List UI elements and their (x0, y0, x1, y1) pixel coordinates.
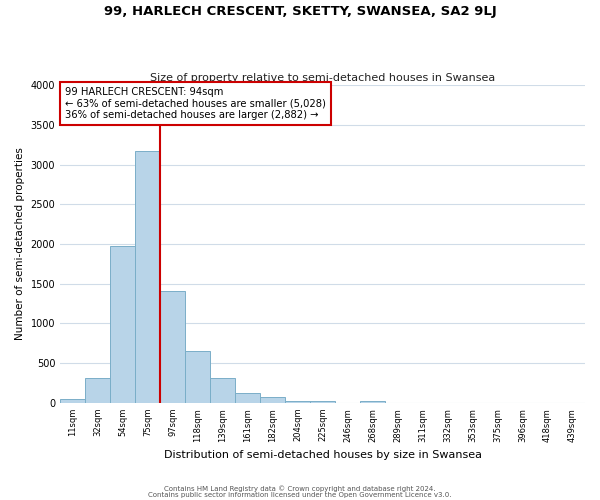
Bar (160, 291, 185, 403)
Bar (260, 398, 285, 403)
Bar (185, 352, 210, 403)
X-axis label: Distribution of semi-detached houses by size in Swansea: Distribution of semi-detached houses by … (164, 450, 482, 460)
Bar (310, 402, 335, 403)
Bar (135, 151, 160, 403)
Bar (360, 402, 385, 403)
Text: 99 HARLECH CRESCENT: 94sqm
← 63% of semi-detached houses are smaller (5,028)
36%: 99 HARLECH CRESCENT: 94sqm ← 63% of semi… (65, 87, 326, 120)
Bar (110, 246, 135, 403)
Bar (60, 399, 85, 403)
Bar (285, 402, 310, 403)
Y-axis label: Number of semi-detached properties: Number of semi-detached properties (15, 148, 25, 340)
Text: 99, HARLECH CRESCENT, SKETTY, SWANSEA, SA2 9LJ: 99, HARLECH CRESCENT, SKETTY, SWANSEA, S… (104, 5, 496, 18)
Bar (210, 378, 235, 403)
Title: Size of property relative to semi-detached houses in Swansea: Size of property relative to semi-detach… (150, 73, 495, 83)
Bar (235, 392, 260, 403)
Bar (85, 378, 110, 403)
Text: Contains HM Land Registry data © Crown copyright and database right 2024.
Contai: Contains HM Land Registry data © Crown c… (148, 485, 452, 498)
